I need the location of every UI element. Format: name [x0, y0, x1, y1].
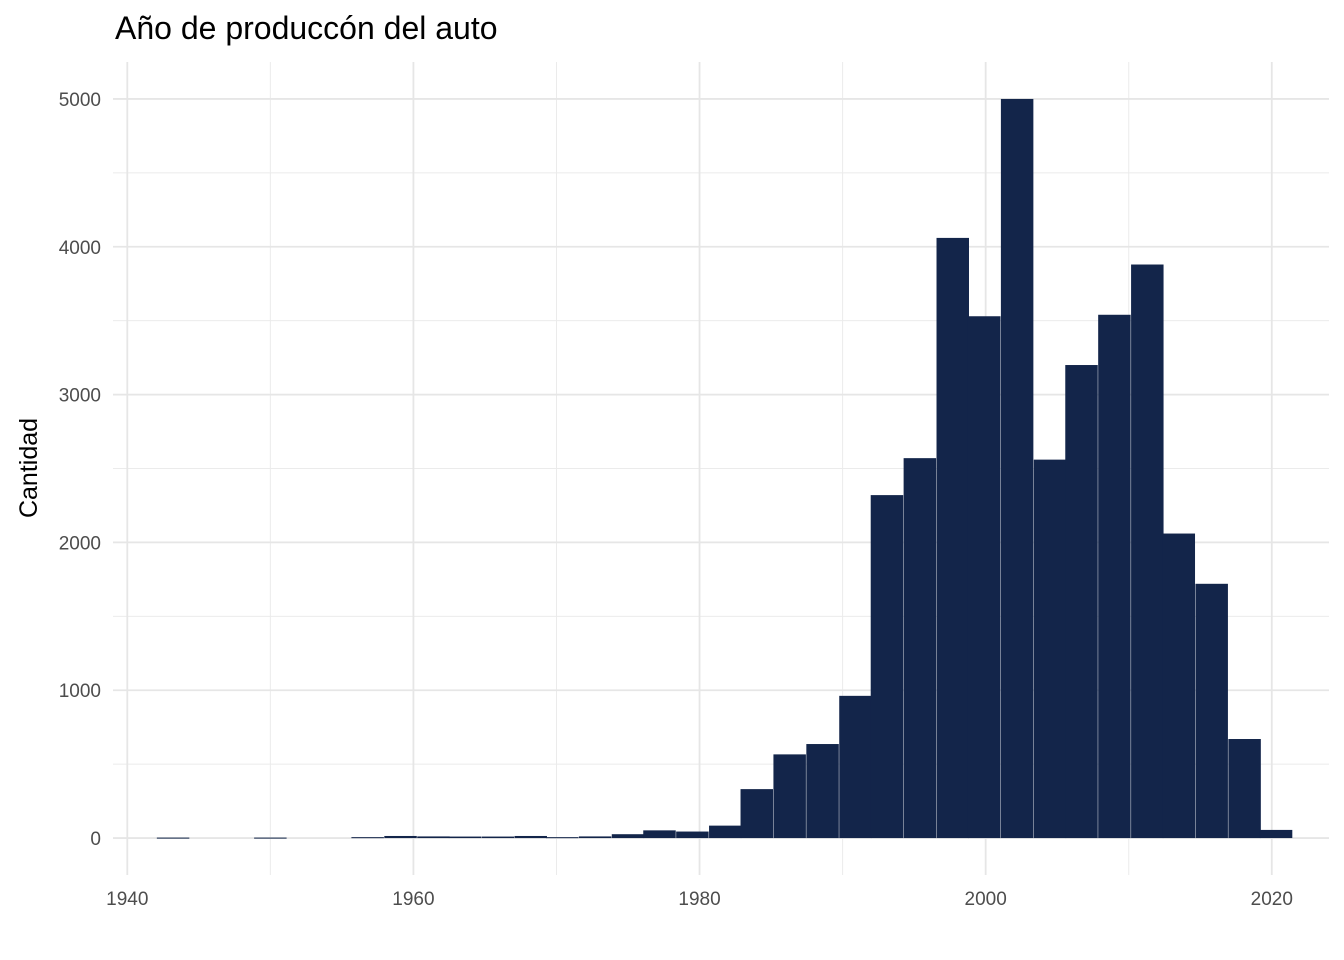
histogram-bar: [839, 695, 872, 839]
histogram-bar: [384, 835, 417, 839]
histogram-bar: [967, 316, 1001, 839]
histogram-bar: [1259, 829, 1293, 839]
histogram-bar: [709, 825, 742, 839]
histogram-bar: [643, 830, 676, 839]
histogram-bar: [806, 744, 839, 839]
y-tick-label: 2000: [59, 533, 101, 554]
histogram-bar: [903, 458, 937, 839]
histogram-bar: [1228, 739, 1261, 839]
y-axis-title: Cantidad: [15, 418, 43, 518]
x-tick-label: 1940: [106, 889, 148, 910]
x-axis-tick-labels: 1940 1960 1980 2000 2020: [106, 889, 1293, 910]
x-tick-label: 1960: [392, 889, 434, 910]
histogram-bar: [1195, 583, 1228, 839]
histogram-bar: [1131, 264, 1164, 839]
histogram-bar: [1162, 533, 1196, 839]
histogram-bar: [254, 837, 287, 839]
histogram-bar: [156, 837, 190, 839]
histogram-bar: [1098, 314, 1131, 839]
x-tick-label: 2020: [1251, 889, 1293, 910]
x-tick-label: 1980: [678, 889, 720, 910]
bars: [156, 98, 1293, 839]
histogram-bar: [351, 837, 384, 839]
histogram-bar: [448, 836, 482, 839]
histogram-bar: [870, 495, 904, 839]
histogram-bar: [773, 754, 806, 839]
histogram-bar: [481, 836, 515, 839]
histogram-bar: [676, 831, 709, 839]
histogram-bar: [1000, 98, 1034, 839]
histogram-bar: [1033, 459, 1067, 839]
histogram-bar: [417, 836, 450, 839]
histogram-bar: [545, 837, 579, 839]
y-axis-tick-labels: 0 1000 2000 3000 4000 5000: [59, 90, 101, 850]
chart-title: Año de produccón del auto: [115, 10, 498, 46]
histogram-bar: [514, 835, 547, 839]
y-tick-label: 1000: [59, 681, 101, 702]
y-tick-label: 0: [90, 829, 101, 850]
histogram-bar: [611, 834, 645, 839]
histogram-bar: [936, 237, 969, 839]
x-tick-label: 2000: [965, 889, 1007, 910]
y-tick-label: 4000: [59, 238, 101, 259]
y-tick-label: 5000: [59, 90, 101, 111]
y-tick-label: 3000: [59, 386, 101, 407]
histogram-bar: [740, 789, 774, 839]
histogram-bar: [1065, 365, 1098, 839]
histogram-bar: [578, 836, 612, 839]
